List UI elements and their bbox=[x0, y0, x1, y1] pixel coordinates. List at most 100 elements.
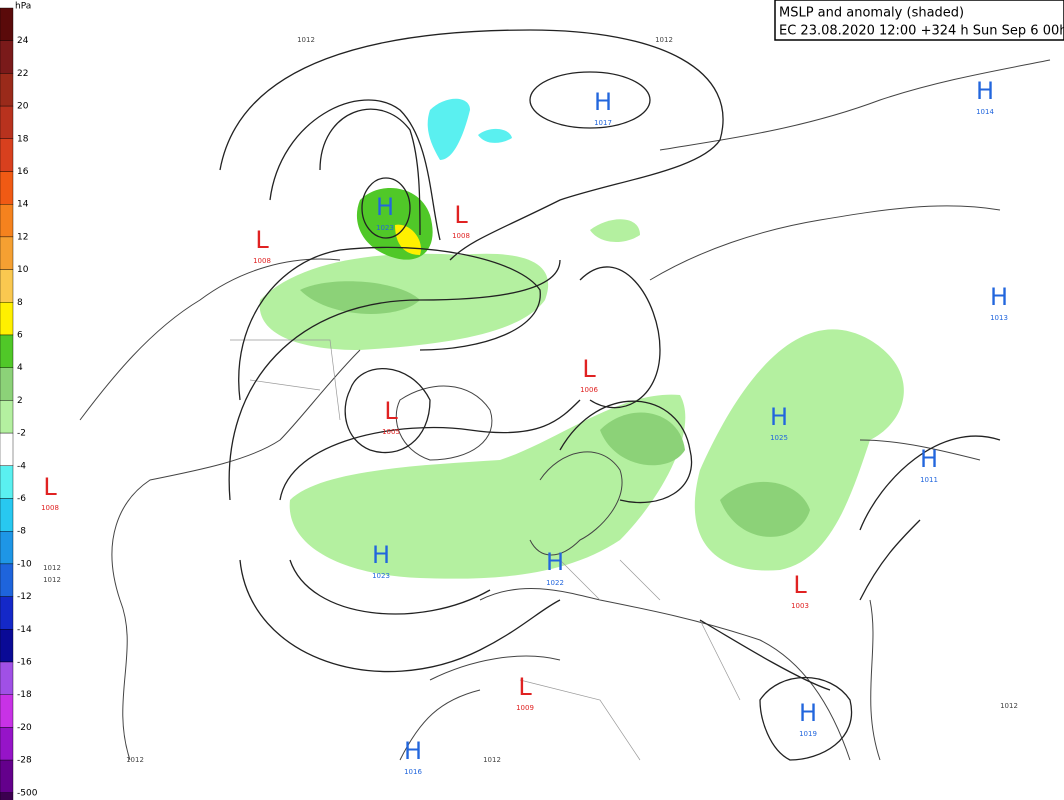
colorbar-label: -14 bbox=[17, 625, 32, 635]
colorbar-segment bbox=[0, 661, 14, 695]
colorbar-segment bbox=[0, 694, 14, 728]
center-value: 1008 bbox=[253, 257, 271, 265]
colorbar-label: -6 bbox=[17, 494, 26, 504]
colorbar-label: -20 bbox=[17, 723, 32, 733]
colorbar-label: 6 bbox=[17, 331, 23, 341]
colorbar-segment bbox=[0, 498, 14, 532]
colorbar-segment bbox=[0, 171, 14, 205]
center-letter: H bbox=[990, 283, 1008, 311]
center-letter: H bbox=[546, 548, 564, 576]
coastlines bbox=[79, 59, 1051, 761]
colorbar-label: 2 bbox=[17, 396, 23, 406]
colorbar-segment bbox=[0, 269, 14, 303]
colorbar-label: -8 bbox=[17, 527, 26, 537]
subtitle: EC 23.08.2020 12:00 +324 h Sun Sep 6 00h… bbox=[779, 24, 1064, 39]
colorbar-segment bbox=[0, 7, 14, 41]
title-box bbox=[774, 0, 1064, 41]
colorbar-label: -10 bbox=[17, 559, 32, 569]
center-value: 1022 bbox=[546, 579, 564, 587]
colorbar-label: 20 bbox=[17, 102, 29, 112]
colorbar-label: 22 bbox=[17, 69, 28, 79]
center-value: 1025 bbox=[770, 434, 788, 442]
center-letter: H bbox=[976, 77, 994, 105]
center-letter: H bbox=[799, 699, 817, 727]
colorbar-segment bbox=[0, 629, 14, 663]
colorbar-segment bbox=[0, 759, 14, 793]
isobar-label: 1012 bbox=[43, 576, 61, 584]
colorbar-label: 24 bbox=[17, 36, 29, 46]
colorbar-segment bbox=[0, 73, 14, 107]
colorbar-label: -12 bbox=[17, 592, 32, 602]
center-value: 1009 bbox=[516, 704, 534, 712]
isobar-label: 1012 bbox=[297, 36, 315, 44]
colorbar-label: -500 bbox=[17, 788, 38, 798]
isobar-label: 1012 bbox=[483, 756, 501, 764]
isobar-label: 1012 bbox=[43, 564, 61, 572]
colorbar-segment bbox=[0, 367, 14, 401]
center-letter: L bbox=[454, 201, 468, 229]
center-letter: H bbox=[920, 445, 938, 473]
center-letter: H bbox=[594, 88, 612, 116]
colorbar-label: 4 bbox=[17, 363, 23, 373]
center-value: 1019 bbox=[799, 730, 817, 738]
colorbar-segment bbox=[0, 236, 14, 270]
center-value: 1017 bbox=[594, 119, 612, 127]
center-letter: L bbox=[384, 397, 398, 425]
center-letter: L bbox=[582, 355, 596, 383]
center-value: 1006 bbox=[580, 386, 598, 394]
center-value: 1011 bbox=[920, 476, 938, 484]
isobar-label: 1012 bbox=[126, 756, 144, 764]
colorbar-segment bbox=[0, 596, 14, 630]
center-value: 1023 bbox=[372, 572, 390, 580]
colorbar-segment bbox=[0, 138, 14, 172]
center-value: 1023 bbox=[376, 224, 394, 232]
center-value: 1008 bbox=[41, 504, 59, 512]
colorbar-segment bbox=[0, 334, 14, 368]
colorbar-segment bbox=[0, 531, 14, 565]
center-value: 1016 bbox=[404, 768, 422, 776]
colorbar-segment bbox=[0, 302, 14, 336]
colorbar-label: 16 bbox=[17, 167, 29, 177]
colorbar: hPa 24 22 20 18 16 14 12 10 8 6 4 2 -2 -4 -6 -8 -10 -12 -1… bbox=[0, 2, 38, 800]
center-letter: H bbox=[372, 541, 390, 569]
colorbar-label: -28 bbox=[17, 756, 32, 766]
center-letter: H bbox=[376, 193, 394, 221]
center-letter: H bbox=[770, 403, 788, 431]
pressure-centers: H 1017 H 1014 H 1023 L 1008 L 1008 L 1006 H 1013 L 1005… bbox=[41, 36, 1018, 776]
isobars bbox=[219, 29, 1001, 761]
center-value: 1008 bbox=[452, 232, 470, 240]
isobar-label: 1012 bbox=[655, 36, 673, 44]
center-letter: L bbox=[43, 473, 57, 501]
colorbar-segment bbox=[0, 105, 14, 139]
isobar-label: 1012 bbox=[1000, 702, 1018, 710]
colorbar-label: -18 bbox=[17, 690, 32, 700]
colorbar-label: 14 bbox=[17, 200, 29, 210]
colorbar-unit: hPa bbox=[15, 2, 31, 12]
colorbar-segment bbox=[0, 727, 14, 761]
colorbar-segment bbox=[0, 465, 14, 499]
colorbar-segment bbox=[0, 563, 14, 597]
center-value: 1014 bbox=[976, 108, 994, 116]
colorbar-segment bbox=[0, 400, 14, 434]
colorbar-segment bbox=[0, 432, 14, 467]
center-letter: H bbox=[404, 737, 422, 765]
colorbar-label: 10 bbox=[17, 265, 29, 275]
center-value: 1003 bbox=[791, 602, 809, 610]
colorbar-label: -4 bbox=[17, 461, 26, 471]
colorbar-segment bbox=[0, 40, 14, 74]
colorbar-segment bbox=[0, 792, 14, 800]
colorbar-label: -16 bbox=[17, 658, 32, 668]
anomaly-shading bbox=[259, 98, 904, 579]
center-value: 1005 bbox=[382, 428, 400, 436]
center-letter: L bbox=[518, 673, 532, 701]
colorbar-label: 18 bbox=[17, 134, 29, 144]
center-value: 1013 bbox=[990, 314, 1008, 322]
colorbar-label: 8 bbox=[17, 298, 23, 308]
title: MSLP and anomaly (shaded) bbox=[779, 6, 964, 21]
colorbar-label: -2 bbox=[17, 429, 26, 439]
colorbar-segment bbox=[0, 203, 14, 238]
center-letter: L bbox=[793, 571, 807, 599]
